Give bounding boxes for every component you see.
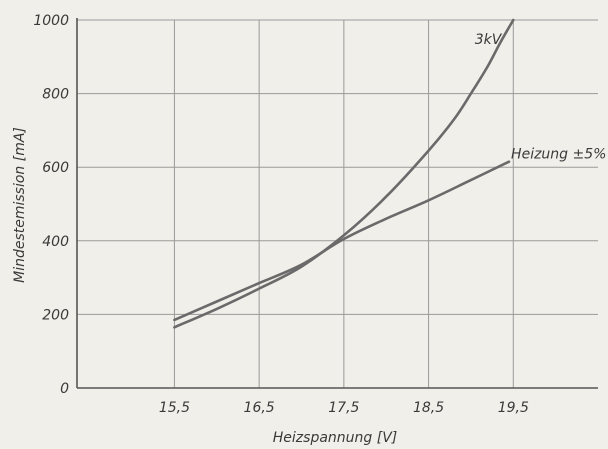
series-line-0 bbox=[173, 18, 515, 329]
series-line-1 bbox=[173, 160, 511, 322]
labels: Heizspannung [V] Mindestemission [mA] 0 2… bbox=[12, 13, 606, 446]
x-tick-label: 18,5 bbox=[413, 400, 444, 416]
y-tick-label: 600 bbox=[42, 160, 69, 176]
x-axis-label: Heizspannung [V] bbox=[273, 430, 397, 446]
y-tick-label: 200 bbox=[42, 307, 69, 323]
x-tick-label: 17,5 bbox=[328, 400, 359, 416]
series-label-1: Heizung ±5% bbox=[511, 147, 606, 163]
x-tick-label: 16,5 bbox=[244, 400, 275, 416]
grid bbox=[77, 19, 598, 388]
y-tick-label: 1000 bbox=[33, 13, 69, 29]
series-label-0: 3kV bbox=[475, 32, 503, 48]
y-tick-label: 800 bbox=[42, 87, 69, 103]
series-lines bbox=[173, 18, 515, 329]
x-tick-label: 15,5 bbox=[159, 400, 190, 416]
y-tick-label: 0 bbox=[60, 381, 69, 397]
y-axis-label: Mindestemission [mA] bbox=[12, 127, 28, 283]
axes bbox=[76, 18, 598, 389]
y-tick-label: 400 bbox=[42, 234, 69, 250]
x-tick-label: 19,5 bbox=[498, 400, 529, 416]
